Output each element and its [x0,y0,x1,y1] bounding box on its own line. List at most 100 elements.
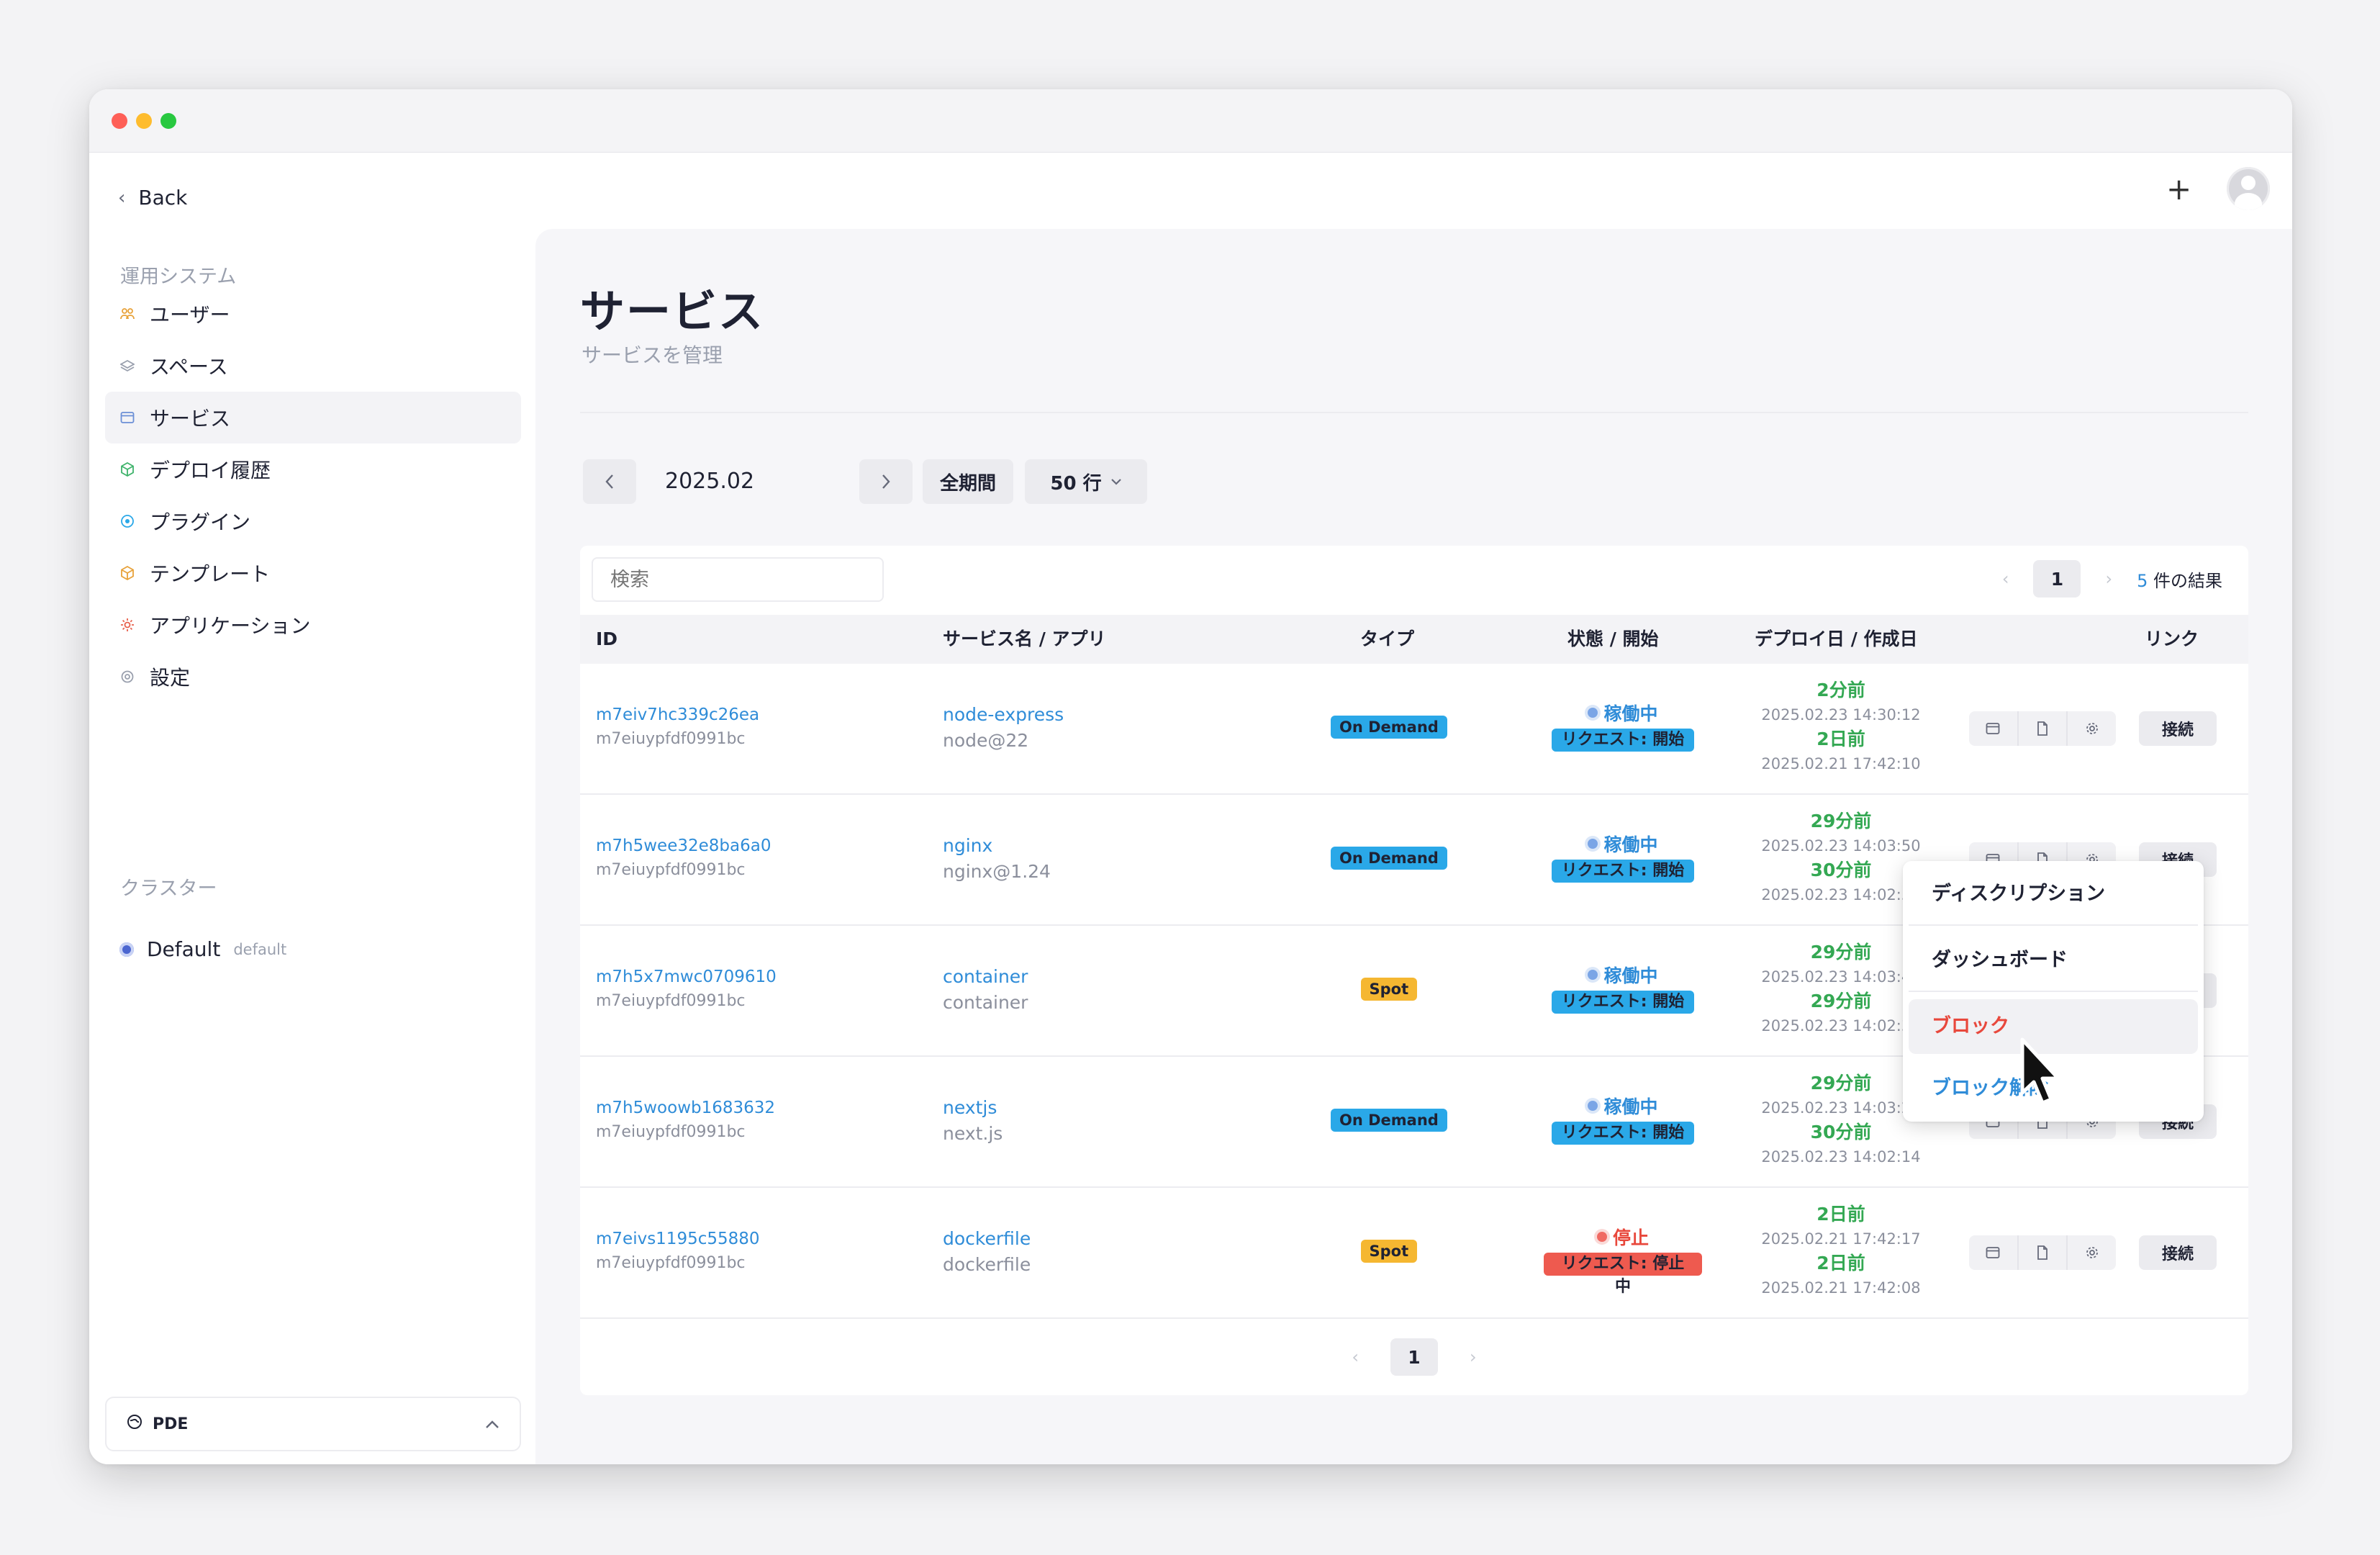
service-name-link[interactable]: dockerfile [943,1228,1031,1249]
created-date: 2025.02.23 14:02:52 [1761,886,1921,903]
sidebar-item-label: スペース [150,355,228,379]
sidebar-item-plugins[interactable]: プラグイン [105,495,521,547]
next-month-button[interactable] [859,459,913,504]
connect-button[interactable]: 接続 [2139,711,2217,746]
sidebar-item-label: サービス [150,407,231,431]
service-name-link[interactable]: nginx [943,835,993,856]
page-number[interactable]: 1 [2033,560,2081,598]
column-header-type[interactable]: タイプ [1360,628,1415,649]
main-content: サービス サービスを管理 2025.02 全期間 50 行 ‹ 1 › 5 件の… [535,229,2292,1464]
created-relative: 2日前 [1816,729,1865,749]
chevron-left-icon [605,474,613,489]
sidebar-item-label: ユーザー [150,303,230,327]
prev-month-button[interactable] [583,459,636,504]
table-row[interactable]: m7eiv7hc339c26ea m7eiuypfdf0991bc node-e… [580,664,2248,795]
app-name: next.js [943,1123,1003,1144]
prev-page-button[interactable]: ‹ [1352,1347,1359,1367]
next-page-button[interactable]: › [1470,1347,1477,1367]
add-button[interactable]: + [2166,171,2192,207]
dates-cell: 2分前 2025.02.23 14:30:12 2日前 2025.02.21 1… [1747,678,1935,776]
deploy-relative: 2日前 [1816,1204,1865,1225]
menu-item-block[interactable]: ブロック [1909,999,2198,1054]
deploy-relative: 29分前 [1810,1073,1872,1094]
all-period-button[interactable]: 全期間 [923,459,1013,504]
chevron-down-icon [1110,479,1121,485]
created-relative: 30分前 [1810,860,1872,880]
rows-per-page-select[interactable]: 50 行 [1025,459,1147,504]
section-label-cluster: クラスター [120,878,217,900]
workspace-switcher[interactable]: PDE [105,1397,521,1451]
cluster-item-default[interactable]: Default default [119,937,286,961]
close-window-button[interactable] [112,113,127,129]
column-header-link: リンク [2145,628,2199,649]
service-name-link[interactable]: container [943,966,1028,987]
connect-button[interactable]: 接続 [2139,1235,2217,1270]
sidebar-item-spaces[interactable]: スペース [105,340,521,392]
services-table-card: ‹ 1 › 5 件の結果 ID サービス名 / アプリ タイプ 状態 / 開始 … [580,546,2248,1395]
view-file-button[interactable] [2019,1235,2068,1270]
dates-cell: 2日前 2025.02.21 17:42:17 2日前 2025.02.21 1… [1747,1202,1935,1300]
service-name-link[interactable]: nextjs [943,1097,997,1118]
menu-item-dashboard[interactable]: ダッシュボード [1932,949,2068,971]
created-relative: 29分前 [1810,991,1872,1011]
request-badge: リクエスト: 開始 [1551,729,1695,752]
minimize-window-button[interactable] [136,113,152,129]
gear-icon [2086,723,2098,734]
next-page-button[interactable]: › [2105,569,2113,589]
zoom-window-button[interactable] [160,113,176,129]
prev-page-button[interactable]: ‹ [2001,569,2009,589]
deploy-date: 2025.02.21 17:42:17 [1761,1230,1921,1248]
sidebar-item-label: プラグイン [150,510,251,534]
type-badge: On Demand [1331,1109,1447,1132]
open-window-button[interactable] [1969,711,2019,746]
service-id-link[interactable]: m7h5x7mwc0709610 [596,968,777,986]
request-badge: リクエスト: 開始 [1551,1122,1695,1145]
column-header-dates[interactable]: デプロイ日 / 作成日 [1755,628,1918,649]
table-row[interactable]: m7eivs1195c55880 m7eiuypfdf0991bc docker… [580,1188,2248,1319]
search-input[interactable] [592,557,884,602]
table-row[interactable]: m7h5woowb1683632 m7eiuypfdf0991bc nextjs… [580,1057,2248,1188]
menu-divider [1909,924,2198,926]
column-header-id[interactable]: ID [596,628,618,649]
sidebar-item-deploy-history[interactable]: デプロイ履歴 [105,443,521,495]
app-name: node@22 [943,730,1029,751]
column-header-status[interactable]: 状態 / 開始 [1567,628,1659,649]
status-dot-icon [1588,1101,1598,1111]
service-id-link[interactable]: m7h5woowb1683632 [596,1099,776,1117]
gear-app-icon [119,617,135,633]
menu-item-description[interactable]: ディスクリプション [1932,883,2106,905]
cluster-name: Default [147,937,221,961]
sidebar-item-users[interactable]: ユーザー [105,288,521,340]
created-relative: 30分前 [1810,1122,1872,1142]
type-badge: On Demand [1331,847,1447,870]
status-dot-icon [1588,970,1598,980]
view-file-button[interactable] [2019,711,2068,746]
sidebar-item-settings[interactable]: 設定 [105,651,521,703]
sidebar-item-applications[interactable]: アプリケーション [105,599,521,651]
status-indicator: 稼働中 [1544,700,1702,726]
cluster-status-icon [119,942,134,957]
box-icon [119,565,135,581]
service-id-link[interactable]: m7eiv7hc339c26ea [596,706,760,724]
settings-button[interactable] [2068,1235,2116,1270]
status-indicator: 稼働中 [1544,1093,1702,1119]
sidebar-item-services[interactable]: サービス [105,392,521,443]
deploy-date: 2025.02.23 14:03:22 [1761,1099,1921,1117]
service-id-link[interactable]: m7h5wee32e8ba6a0 [596,837,772,855]
sidebar-item-label: 設定 [150,666,191,690]
back-button[interactable]: ‹ Back [118,186,187,209]
service-id-link[interactable]: m7eivs1195c55880 [596,1230,760,1248]
menu-divider [1909,991,2198,992]
status-indicator: 稼働中 [1544,831,1702,857]
column-header-name[interactable]: サービス名 / アプリ [943,628,1106,649]
status-label: 稼働中 [1603,965,1658,986]
settings-button[interactable] [2068,711,2116,746]
sidebar-item-templates[interactable]: テンプレート [105,547,521,599]
file-icon [2037,721,2048,736]
sidebar-item-label: アプリケーション [150,614,311,638]
service-name-link[interactable]: node-express [943,704,1064,725]
page-number[interactable]: 1 [1390,1338,1438,1376]
avatar[interactable] [2227,167,2270,210]
owner-id: m7eiuypfdf0991bc [596,1123,746,1141]
open-window-button[interactable] [1969,1235,2019,1270]
